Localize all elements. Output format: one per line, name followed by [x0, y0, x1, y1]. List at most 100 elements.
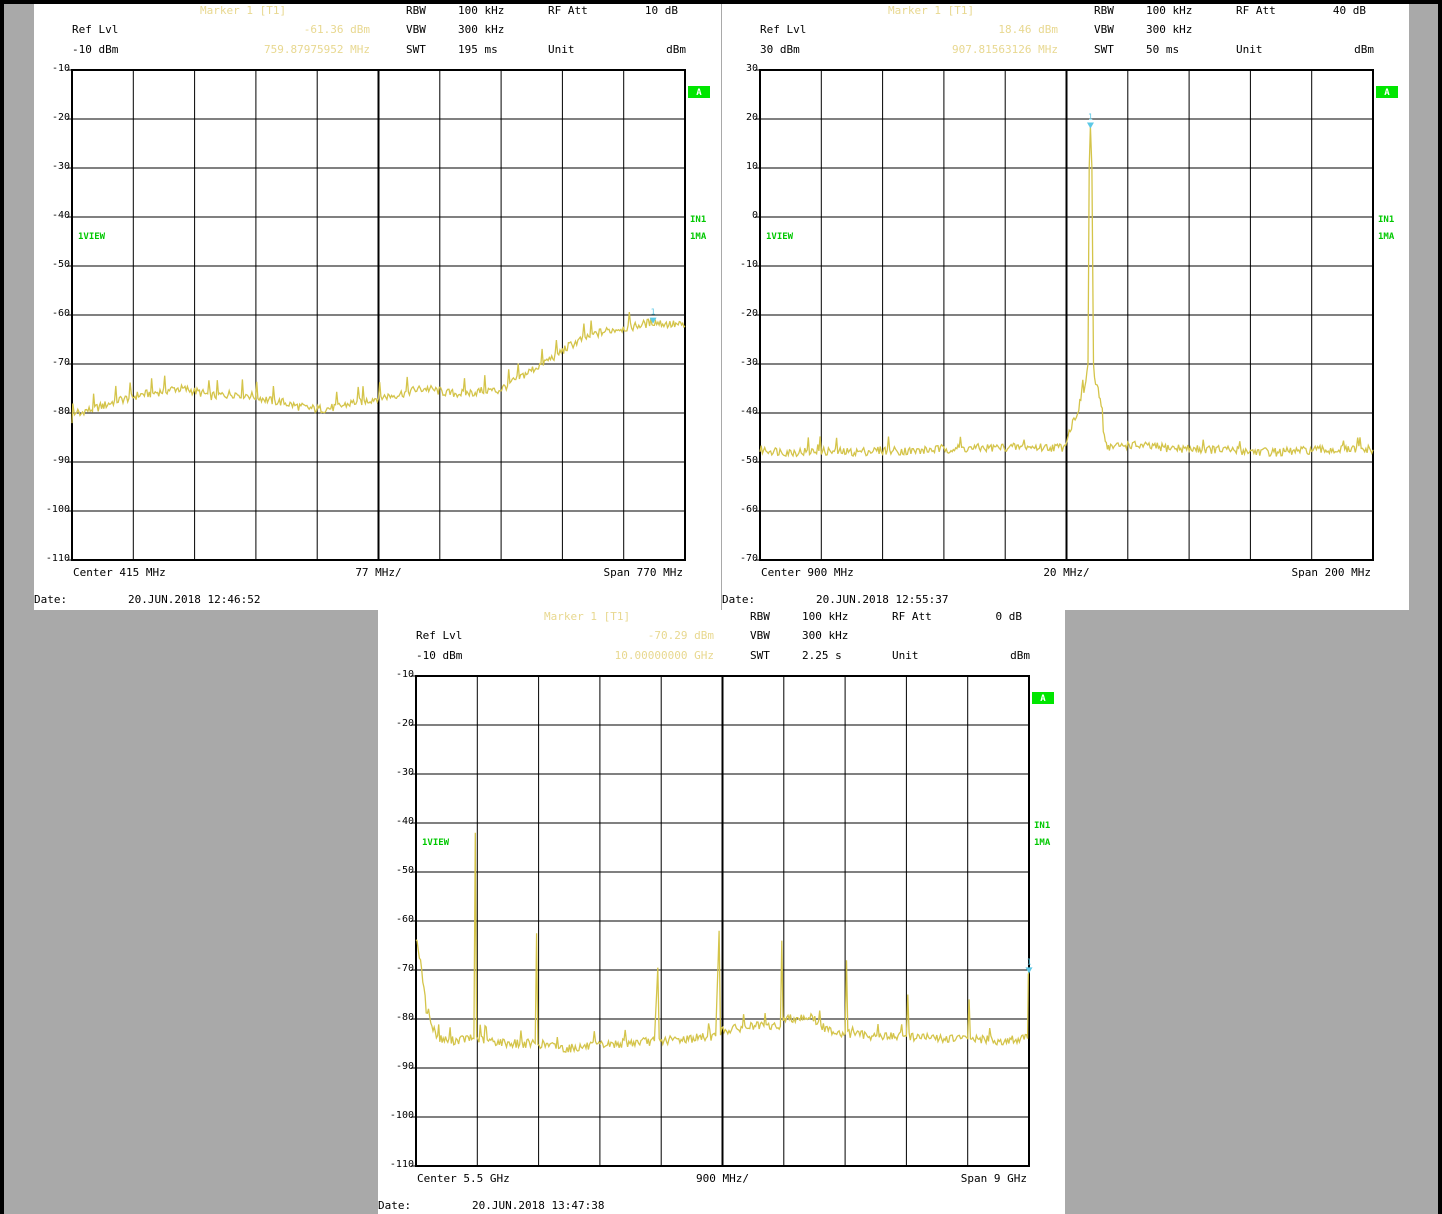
center-frequency-label: Center 5.5 GHz	[417, 1172, 510, 1185]
y-tick-label: -30	[52, 161, 70, 172]
y-tick-label: -50	[52, 259, 70, 270]
swt-label: SWT	[406, 43, 426, 56]
rbw-label: RBW	[750, 610, 770, 623]
rf-attenuation-label: RF Att	[548, 4, 588, 17]
spectrum-trace	[71, 312, 686, 424]
view-label: 1VIEW	[766, 232, 794, 242]
spectrum-plot-3: Marker 1 [T1] -70.29 dBm 10.00000000 GHz Re…	[378, 610, 1054, 1212]
span-label: Span 770 MHz	[604, 566, 683, 579]
y-tick-label: -90	[396, 1061, 414, 1072]
y-tick-label: -20	[396, 718, 414, 729]
ref-level-value: -10 dBm	[416, 649, 463, 662]
unit-label: Unit	[892, 649, 919, 662]
date-value: 20.JUN.2018 12:46:52	[128, 593, 260, 606]
swt-value: 50 ms	[1146, 43, 1179, 56]
frequency-division-label: 20 MHz/	[1043, 566, 1089, 579]
y-tick-label: -90	[52, 455, 70, 466]
plot-frame	[71, 69, 686, 561]
date-value: 20.JUN.2018 12:55:37	[816, 593, 948, 606]
y-tick-label: -100	[390, 1110, 414, 1121]
rbw-label: RBW	[406, 4, 426, 17]
vbw-label: VBW	[406, 23, 426, 36]
y-tick-label: -70	[52, 357, 70, 368]
y-tick-label: -60	[740, 504, 758, 515]
y-tick-label: -100	[46, 504, 70, 515]
y-tick-label: -10	[396, 669, 414, 680]
y-tick-label: 30	[746, 63, 758, 74]
spectrum-panel-1: Marker 1 [T1] -61.36 dBm 759.87975952 MHz R…	[34, 4, 721, 610]
marker-frequency: 10.00000000 GHz	[615, 649, 714, 662]
top-border-line	[0, 0, 1442, 4]
marker-frequency: 907.81563126 MHz	[952, 43, 1058, 56]
frequency-division-label: 77 MHz/	[355, 566, 401, 579]
input-label: IN1	[1378, 215, 1394, 225]
date-label: Date:	[34, 593, 67, 606]
y-tick-label: 10	[746, 161, 758, 172]
y-tick-label: 20	[746, 112, 758, 123]
y-tick-label: -110	[46, 553, 70, 564]
y-tick-label: -30	[740, 357, 758, 368]
rf-attenuation-label: RF Att	[892, 610, 932, 623]
ref-level-label: Ref Lvl	[416, 629, 462, 642]
rbw-label: RBW	[1094, 4, 1114, 17]
marker-number-label: 1	[1088, 113, 1093, 122]
y-tick-label: -60	[52, 308, 70, 319]
y-tick-label: -80	[396, 1012, 414, 1023]
plot-frame	[415, 675, 1030, 1167]
y-tick-label: -30	[396, 767, 414, 778]
vbw-label: VBW	[750, 629, 770, 642]
input-label: IN1	[1034, 821, 1050, 831]
marker-level: -70.29 dBm	[648, 629, 715, 642]
y-tick-label: -40	[396, 816, 414, 827]
rbw-value: 100 kHz	[802, 610, 848, 623]
trace-badge-label: A	[1384, 88, 1390, 98]
right-border-line	[1438, 0, 1442, 1214]
rf-attenuation-value: 0 dB	[996, 610, 1023, 623]
y-tick-label: -110	[390, 1159, 414, 1170]
frequency-division-label: 900 MHz/	[696, 1172, 749, 1185]
plot-frame	[759, 69, 1374, 561]
marker-label: Marker 1 [T1]	[888, 4, 974, 17]
rf-attenuation-value: 10 dB	[645, 4, 678, 17]
trace-badge	[1376, 86, 1398, 98]
rbw-value: 100 kHz	[458, 4, 504, 17]
swt-label: SWT	[1094, 43, 1114, 56]
vbw-value: 300 kHz	[802, 629, 848, 642]
unit-value: dBm	[666, 43, 686, 56]
swt-value: 195 ms	[458, 43, 498, 56]
input-label: IN1	[690, 215, 706, 225]
y-tick-label: -70	[740, 553, 758, 564]
view-label: 1VIEW	[422, 838, 450, 848]
marker-triangle	[1025, 967, 1033, 974]
center-frequency-label: Center 900 MHz	[761, 566, 854, 579]
marker-number-label: 1	[1027, 957, 1032, 966]
trace-mode-label: 1MA	[1378, 232, 1395, 242]
ref-level-value: -10 dBm	[72, 43, 119, 56]
unit-value: dBm	[1010, 649, 1030, 662]
trace-badge	[688, 86, 710, 98]
date-value: 20.JUN.2018 13:47:38	[472, 1199, 604, 1212]
y-tick-label: -80	[52, 406, 70, 417]
marker-number-label: 1	[651, 308, 656, 317]
trace-badge-label: A	[696, 88, 702, 98]
marker-label: Marker 1 [T1]	[200, 4, 286, 17]
span-label: Span 200 MHz	[1292, 566, 1371, 579]
unit-value: dBm	[1354, 43, 1374, 56]
y-tick-label: -50	[740, 455, 758, 466]
trace-badge	[1032, 692, 1054, 704]
span-label: Span 9 GHz	[961, 1172, 1027, 1185]
trace-mode-label: 1MA	[1034, 838, 1051, 848]
y-tick-label: -40	[52, 210, 70, 221]
rf-attenuation-value: 40 dB	[1333, 4, 1366, 17]
marker-triangle	[1086, 122, 1094, 129]
unit-label: Unit	[548, 43, 575, 56]
center-frequency-label: Center 415 MHz	[73, 566, 166, 579]
vbw-label: VBW	[1094, 23, 1114, 36]
marker-frequency: 759.87975952 MHz	[264, 43, 370, 56]
spectrum-panel-2: Marker 1 [T1] 18.46 dBm 907.81563126 MHz Re…	[722, 4, 1409, 610]
marker-triangle	[649, 317, 657, 324]
date-label: Date:	[722, 593, 755, 606]
rf-attenuation-label: RF Att	[1236, 4, 1276, 17]
y-tick-label: -50	[396, 865, 414, 876]
spectrum-plot-2: Marker 1 [T1] 18.46 dBm 907.81563126 MHz Re…	[722, 4, 1398, 606]
